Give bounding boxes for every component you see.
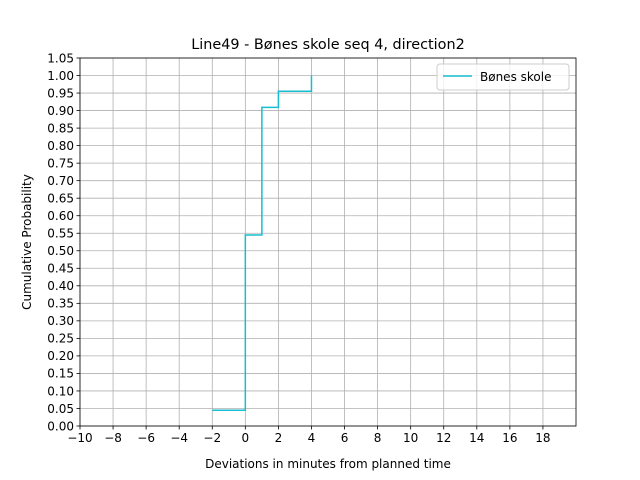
x-tick-label: −4	[170, 431, 188, 445]
y-tick-label: 0.95	[47, 86, 74, 100]
x-tick-label: 8	[374, 431, 382, 445]
x-tick-label: 2	[275, 431, 283, 445]
x-tick-label: 14	[469, 431, 484, 445]
x-tick-label: 12	[436, 431, 451, 445]
x-tick-label: 4	[308, 431, 316, 445]
y-tick-label: 0.85	[47, 121, 74, 135]
legend-label-bones-skole: Bønes skole	[480, 70, 551, 84]
x-tick-label: 6	[341, 431, 349, 445]
y-tick-label: 0.90	[47, 104, 74, 118]
x-tick-label: −8	[104, 431, 122, 445]
x-tick-label: −10	[67, 431, 92, 445]
y-tick-label: 0.65	[47, 191, 74, 205]
y-tick-label: 0.70	[47, 174, 74, 188]
x-tick-label: −2	[203, 431, 221, 445]
y-tick-label: 0.55	[47, 227, 74, 241]
y-tick-label: 0.40	[47, 279, 74, 293]
y-tick-label: 0.20	[47, 349, 74, 363]
x-tick-label: 18	[535, 431, 550, 445]
y-tick-label: 0.80	[47, 139, 74, 153]
y-tick-label: 0.60	[47, 209, 74, 223]
y-tick-label: 0.25	[47, 332, 74, 346]
x-tick-label: 0	[242, 431, 250, 445]
y-tick-label: 1.00	[47, 69, 74, 83]
y-tick-label: 0.50	[47, 244, 74, 258]
legend: Bønes skole	[436, 63, 570, 91]
y-tick-label: 0.45	[47, 262, 74, 276]
y-tick-label: 0.00	[47, 419, 74, 433]
y-tick-label: 0.75	[47, 156, 74, 170]
y-tick-label: 1.05	[47, 51, 74, 65]
y-tick-label: 0.15	[47, 367, 74, 381]
legend-box	[436, 63, 570, 91]
y-tick-label: 0.35	[47, 297, 74, 311]
series-layer	[212, 75, 313, 411]
x-tick-label: −6	[137, 431, 155, 445]
y-axis-label: Cumulative Probability	[20, 174, 34, 310]
series-line-bones-skole	[212, 75, 313, 411]
y-tick-label: 0.05	[47, 402, 74, 416]
x-tick-label: 10	[403, 431, 418, 445]
x-axis-label: Deviations in minutes from planned time	[205, 457, 451, 471]
plot-frame	[79, 57, 577, 427]
axis-ticks: −10 −8 −6 −4 −2 0 2 4 6 8 10 12 14 16 18 0.00 0.05 0.10 0.…	[47, 51, 550, 445]
x-tick-label: 16	[502, 431, 517, 445]
y-tick-label: 0.30	[47, 314, 74, 328]
y-tick-label: 0.10	[47, 384, 74, 398]
chart-title: Line49 - Bønes skole seq 4, direction2	[191, 37, 465, 53]
